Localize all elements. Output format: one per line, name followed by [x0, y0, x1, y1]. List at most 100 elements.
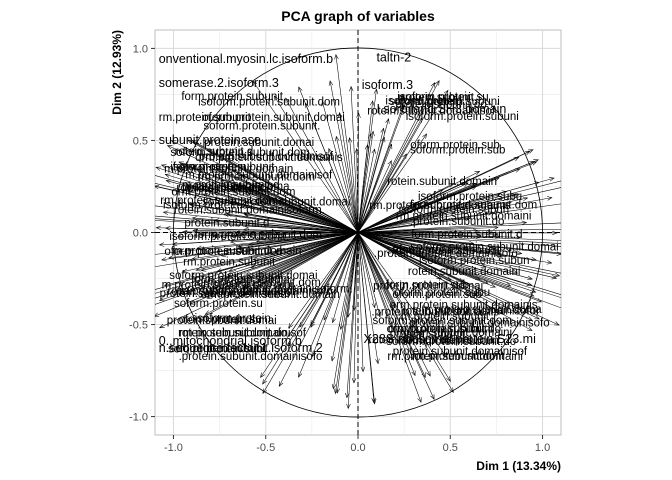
- overlapping-label: .protein.subunit.domainisofo: [374, 248, 518, 260]
- arrow-head: [273, 95, 279, 101]
- variable-arrow: [357, 232, 561, 295]
- overlapping-label: oform.protein.sub: [410, 139, 500, 151]
- variable-label: subunit.proteinase: [159, 133, 261, 147]
- overlapping-label: m.protein.subunit: [401, 311, 490, 323]
- arrow-head: [399, 104, 404, 110]
- overlapping-label: rm.protein.subunit.domaini: [387, 351, 523, 363]
- overlapping-label: .protein.subunit.: [386, 329, 468, 341]
- variable-arrow: [321, 101, 359, 233]
- variable-arrow: [357, 232, 392, 327]
- variable-arrow: [310, 232, 359, 328]
- overlapping-label: oform.protein.subunit.d: [164, 246, 282, 258]
- arrow-head: [578, 227, 583, 231]
- arrow-head: [354, 147, 359, 154]
- arrow-head: [528, 149, 534, 154]
- variable-arrow: [245, 232, 359, 289]
- arrow-head: [463, 182, 469, 187]
- variable-arrow: [357, 232, 504, 315]
- variable-arrow: [357, 232, 557, 279]
- variable-arrow: [227, 232, 359, 287]
- arrow-head: [155, 185, 160, 190]
- arrow-head: [576, 242, 581, 246]
- arrow-head: [226, 282, 233, 287]
- variable-arrow: [155, 183, 359, 233]
- arrow-head: [258, 200, 265, 206]
- overlapping-label: m.protein.subunit.domainisof: [185, 170, 333, 182]
- variable-arrow: [357, 160, 392, 233]
- overlapping-label: soform.protein.subunit.domai: [202, 196, 350, 208]
- arrow-head: [475, 275, 481, 280]
- arrow-head: [155, 166, 162, 171]
- variable-arrow: [357, 232, 561, 244]
- variable-arrow: [357, 197, 528, 233]
- variable-arrow: [357, 212, 493, 233]
- overlapping-label: soform.protein.subunit.: [203, 121, 320, 133]
- arrow-head: [552, 230, 558, 236]
- arrow-head: [298, 372, 303, 378]
- y-tick-label: -0.5: [129, 320, 148, 332]
- overlapping-label: isoform.protein.subuni: [406, 111, 519, 123]
- arrow-head: [328, 147, 333, 154]
- arrow-head: [360, 366, 366, 373]
- overlapping-label: form.protein.sub: [386, 279, 469, 291]
- arrow-head: [187, 139, 193, 145]
- arrow-head: [212, 234, 218, 239]
- arrow-head: [581, 246, 586, 250]
- variable-arrow: [242, 232, 359, 294]
- arrow-head: [446, 276, 452, 281]
- arrow-head: [533, 159, 539, 164]
- variable-arrow: [357, 197, 552, 233]
- arrow-head: [352, 305, 357, 312]
- arrow-head: [330, 356, 336, 362]
- variable-arrow: [163, 211, 359, 233]
- overlapping-label: .protein.subunit.: [395, 92, 477, 104]
- arrow-head: [182, 268, 188, 273]
- arrow-head: [578, 275, 583, 279]
- arrow-head: [408, 332, 414, 339]
- overlapping-label: rm.protein.subunit.domaini: [396, 210, 532, 222]
- variable-arrow: [155, 232, 359, 268]
- arrow-head: [189, 286, 196, 291]
- arrow-head: [498, 309, 504, 315]
- overlapping-label: form.protein.sub: [392, 245, 475, 257]
- variable-arrow: [332, 232, 359, 323]
- arrow-head: [189, 202, 196, 207]
- variable-arrow: [182, 232, 359, 273]
- variable-arrow: [357, 232, 511, 287]
- arrow-head: [241, 184, 248, 189]
- overlapping-label: rm.protein.subunit: [183, 257, 276, 269]
- arrow-head: [512, 269, 519, 275]
- variable-arrow: [155, 232, 359, 305]
- arrow-head: [165, 226, 171, 231]
- arrow-head: [568, 177, 573, 181]
- arrow-head: [564, 308, 569, 312]
- overlapping-label: form.protein.subunit.dom: [410, 200, 537, 212]
- overlapping-label: rm.protein.subunit.: [176, 343, 271, 355]
- overlapping-label: rotein.subunit.domaini: [400, 327, 513, 339]
- arrow-head: [402, 153, 407, 159]
- variable-arrow: [259, 201, 359, 233]
- overlapping-label: oform.protein.subunit.domai: [202, 112, 345, 124]
- arrow-head: [521, 220, 528, 226]
- arrow-head: [385, 118, 390, 124]
- arrow-head: [356, 112, 361, 118]
- overlapping-label: soform.protein.subunit.domai: [410, 242, 558, 254]
- arrow-head: [388, 143, 393, 150]
- variable-arrow: [288, 232, 359, 329]
- overlapping-label: .protein.subunit.domainisofo: [179, 351, 323, 363]
- arrow-head: [551, 275, 558, 280]
- variable-arrow: [357, 232, 364, 372]
- overlapping-label: form.protein.subun: [403, 335, 499, 347]
- arrow-head: [145, 203, 150, 207]
- arrow-head: [164, 173, 171, 178]
- arrow-head: [278, 381, 284, 387]
- arrow-head: [443, 89, 449, 96]
- arrow-head: [567, 295, 572, 299]
- variable-arrow: [357, 222, 527, 233]
- arrow-head: [522, 196, 529, 202]
- variable-arrow: [159, 232, 359, 246]
- arrow-head: [458, 277, 464, 282]
- arrow-head: [191, 216, 198, 221]
- arrow-head: [248, 242, 254, 247]
- arrow-head: [569, 298, 574, 302]
